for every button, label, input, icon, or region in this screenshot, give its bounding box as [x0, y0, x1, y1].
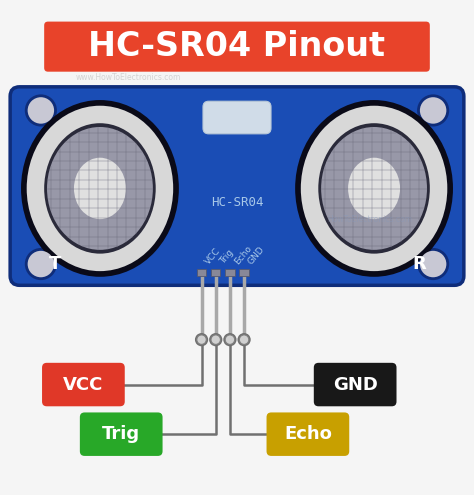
Text: VCC: VCC [63, 376, 104, 394]
Circle shape [197, 335, 206, 345]
FancyBboxPatch shape [314, 363, 397, 406]
FancyBboxPatch shape [266, 412, 349, 456]
Ellipse shape [318, 123, 430, 253]
Circle shape [25, 95, 57, 127]
Circle shape [27, 251, 54, 277]
Bar [211, 269, 220, 276]
Circle shape [25, 248, 57, 280]
FancyBboxPatch shape [80, 412, 163, 456]
Text: VCC: VCC [204, 247, 223, 266]
Ellipse shape [321, 127, 427, 250]
Circle shape [417, 248, 449, 280]
Bar [239, 269, 249, 276]
Text: Echo: Echo [284, 425, 332, 443]
Ellipse shape [348, 158, 400, 219]
Text: Trig: Trig [218, 248, 236, 266]
Circle shape [223, 333, 237, 346]
Text: www.HowToElectronics.com: www.HowToElectronics.com [76, 73, 181, 82]
Text: HowToElectronics.com: HowToElectronics.com [327, 215, 412, 224]
Circle shape [211, 335, 220, 345]
Ellipse shape [74, 158, 126, 219]
Ellipse shape [21, 100, 179, 277]
FancyBboxPatch shape [42, 363, 125, 406]
Ellipse shape [295, 100, 453, 277]
FancyBboxPatch shape [10, 87, 464, 285]
Text: Trig: Trig [102, 425, 140, 443]
Circle shape [225, 335, 235, 345]
Circle shape [209, 333, 222, 346]
Circle shape [417, 95, 449, 127]
Text: GND: GND [246, 245, 266, 266]
Ellipse shape [44, 123, 156, 253]
Ellipse shape [27, 106, 173, 271]
Text: R: R [412, 255, 426, 273]
FancyBboxPatch shape [203, 101, 271, 134]
Text: Echo: Echo [232, 244, 253, 266]
Bar [225, 269, 235, 276]
Text: T: T [49, 255, 61, 273]
Text: GND: GND [333, 376, 378, 394]
Circle shape [237, 333, 251, 346]
Ellipse shape [47, 127, 153, 250]
Circle shape [420, 251, 447, 277]
Text: HC-SR04 Pinout: HC-SR04 Pinout [89, 30, 385, 63]
FancyBboxPatch shape [44, 22, 430, 72]
Circle shape [239, 335, 249, 345]
Circle shape [195, 333, 208, 346]
Text: HC-SR04: HC-SR04 [211, 196, 263, 209]
Circle shape [27, 97, 54, 124]
Circle shape [420, 97, 447, 124]
Bar [197, 269, 206, 276]
Ellipse shape [301, 106, 447, 271]
